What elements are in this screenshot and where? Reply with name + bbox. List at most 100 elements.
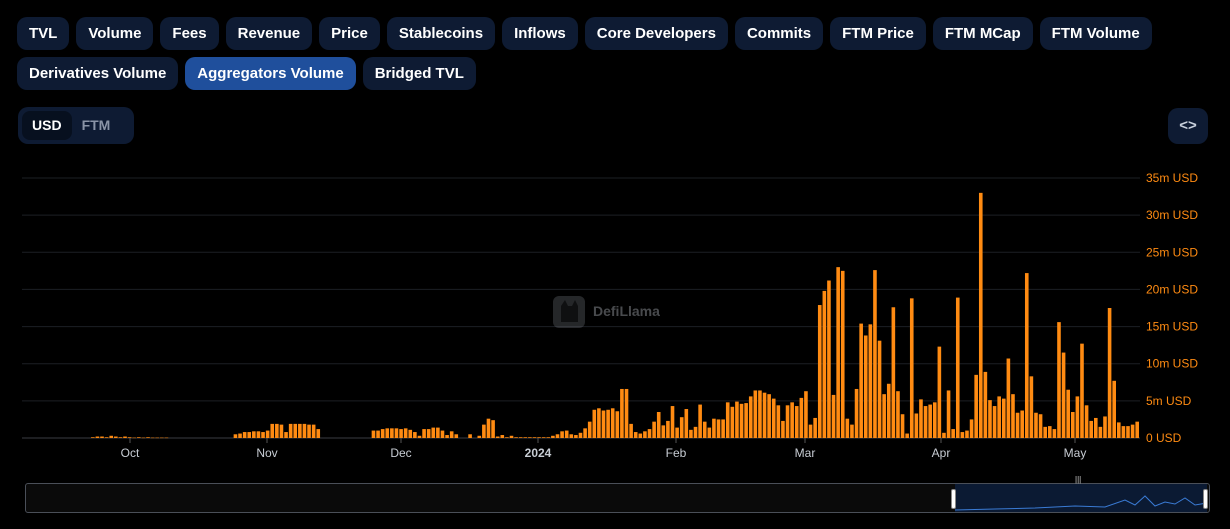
volume-bar[interactable] (643, 431, 647, 438)
volume-bar[interactable] (932, 402, 937, 438)
volume-bar[interactable] (509, 435, 514, 438)
volume-bar[interactable] (840, 270, 845, 438)
range-slider-window[interactable] (954, 484, 1208, 512)
volume-bar[interactable] (891, 307, 896, 438)
volume-bar[interactable] (1098, 426, 1103, 438)
volume-bar[interactable] (647, 429, 652, 438)
volume-bar[interactable] (109, 435, 114, 438)
volume-bar[interactable] (284, 432, 288, 438)
volume-bar[interactable] (790, 402, 794, 438)
volume-bar[interactable] (748, 396, 753, 438)
volume-bar[interactable] (960, 432, 965, 438)
volume-bar[interactable] (440, 430, 445, 438)
volume-bar[interactable] (541, 437, 546, 438)
volume-bar[interactable] (270, 423, 275, 438)
volume-bar[interactable] (813, 417, 817, 438)
tab-ftm-volume[interactable]: FTM Volume (1039, 17, 1152, 50)
volume-bar[interactable] (965, 430, 969, 438)
volume-bar[interactable] (445, 435, 449, 438)
volume-bar[interactable] (247, 432, 252, 438)
volume-bar[interactable] (431, 427, 436, 438)
volume-bar[interactable] (114, 436, 118, 438)
volume-bar[interactable] (1052, 429, 1057, 438)
volume-bar[interactable] (845, 418, 850, 438)
volume-bar[interactable] (767, 394, 771, 438)
volume-bar[interactable] (656, 412, 661, 438)
tab-revenue[interactable]: Revenue (225, 17, 313, 50)
volume-bar[interactable] (486, 418, 491, 438)
volume-bar[interactable] (1112, 380, 1116, 438)
volume-bar[interactable] (799, 397, 804, 438)
volume-bar[interactable] (886, 383, 891, 438)
volume-bar[interactable] (831, 394, 836, 438)
volume-bar[interactable] (91, 437, 95, 438)
currency-usd-toggle[interactable]: USD (22, 111, 72, 140)
volume-bar[interactable] (744, 403, 748, 438)
volume-bar[interactable] (1130, 424, 1135, 438)
volume-bar[interactable] (1024, 273, 1029, 438)
tab-price[interactable]: Price (319, 17, 380, 50)
tab-ftm-price[interactable]: FTM Price (830, 17, 926, 50)
volume-bar[interactable] (233, 434, 238, 438)
volume-bar[interactable] (1047, 426, 1052, 438)
volume-bar[interactable] (298, 423, 302, 438)
volume-bar[interactable] (955, 297, 960, 438)
volume-bar[interactable] (551, 435, 555, 438)
volume-bar[interactable] (914, 413, 919, 438)
volume-bar[interactable] (1011, 394, 1015, 438)
tab-tvl[interactable]: TVL (17, 17, 70, 50)
volume-bar[interactable] (491, 420, 495, 438)
volume-bar[interactable] (1038, 414, 1043, 438)
volume-bar[interactable] (1080, 343, 1084, 438)
volume-bar[interactable] (716, 419, 721, 438)
volume-bar[interactable] (689, 429, 693, 438)
volume-bar[interactable] (868, 324, 873, 438)
volume-bar[interactable] (311, 424, 316, 438)
volume-bar[interactable] (928, 404, 932, 438)
tab-inflows[interactable]: Inflows (502, 17, 578, 50)
volume-bar[interactable] (104, 437, 109, 438)
volume-bar[interactable] (1103, 416, 1107, 438)
volume-bar[interactable] (1043, 426, 1047, 438)
volume-bar[interactable] (164, 437, 169, 439)
volume-bar[interactable] (155, 437, 160, 439)
volume-bar[interactable] (477, 435, 482, 438)
volume-bar[interactable] (698, 404, 702, 438)
volume-bar[interactable] (827, 280, 831, 438)
volume-bar[interactable] (1075, 396, 1080, 438)
volume-bar[interactable] (735, 401, 739, 438)
volume-bar[interactable] (679, 417, 684, 438)
volume-bar[interactable] (587, 421, 592, 438)
volume-bar[interactable] (316, 429, 321, 438)
tab-core-developers[interactable]: Core Developers (584, 17, 728, 50)
volume-bar[interactable] (385, 428, 390, 438)
volume-bar[interactable] (123, 436, 127, 438)
volume-bar[interactable] (390, 428, 394, 438)
volume-bar[interactable] (1126, 426, 1130, 438)
volume-bar[interactable] (969, 419, 974, 438)
volume-bar[interactable] (702, 421, 707, 438)
volume-bar[interactable] (436, 427, 440, 438)
volume-bar[interactable] (597, 408, 601, 438)
volume-bar[interactable] (1034, 412, 1038, 438)
volume-bar[interactable] (560, 431, 564, 438)
volume-bar[interactable] (997, 396, 1001, 438)
volume-bar[interactable] (256, 431, 261, 438)
volume-bar[interactable] (923, 406, 928, 438)
volume-bar[interactable] (721, 419, 725, 438)
volume-bar[interactable] (836, 267, 840, 438)
volume-bar[interactable] (555, 434, 560, 438)
volume-bar[interactable] (505, 437, 509, 438)
volume-bar[interactable] (629, 423, 633, 438)
volume-bar[interactable] (946, 390, 951, 438)
volume-bar[interactable] (854, 388, 859, 438)
volume-bar[interactable] (794, 406, 799, 438)
volume-bar[interactable] (495, 436, 500, 438)
volume-bar[interactable] (909, 298, 914, 438)
volume-bar[interactable] (371, 430, 376, 438)
tab-volume[interactable]: Volume (76, 17, 154, 50)
volume-bar[interactable] (293, 423, 298, 438)
volume-bar[interactable] (808, 424, 813, 438)
volume-bar[interactable] (1135, 421, 1139, 438)
volume-bar[interactable] (265, 430, 270, 438)
